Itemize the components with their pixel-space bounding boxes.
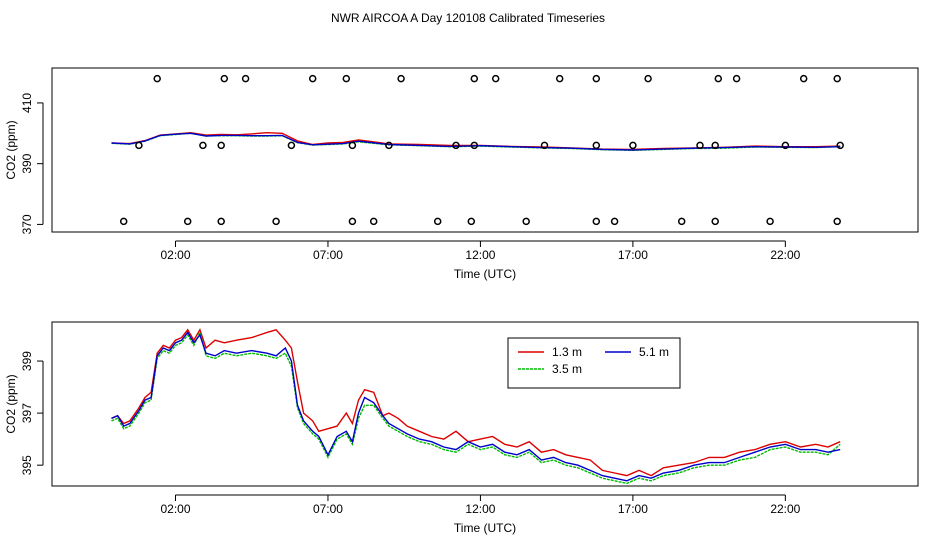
panel2-x-axis-label: Time (UTC) (454, 521, 516, 535)
panel1-series-line-3 (111, 132, 841, 151)
panel2-x-tick-label: 22:00 (770, 502, 800, 516)
panel1-x-tick-label: 22:00 (770, 248, 800, 262)
panel1-data-point (799, 74, 808, 83)
panel1-y-tick-label: 410 (20, 93, 34, 113)
panel2-plot-frame (51, 321, 919, 487)
panel1-data-point (385, 141, 393, 150)
panel1-data-point (433, 217, 442, 226)
panel1-data-point (119, 217, 128, 226)
panel1-data-point (540, 141, 549, 150)
panel1-data-point (833, 217, 841, 226)
panel1-data-point (766, 217, 774, 226)
panel2-series-line-3 (111, 331, 841, 482)
legend-label: 3.5 m (552, 362, 582, 376)
panel1-data-point (711, 217, 719, 226)
panel1-data-point (522, 217, 530, 226)
panel1-data-point (397, 74, 405, 83)
panel2-y-tick-label: 395 (20, 455, 34, 475)
panel2-y-tick-label: 399 (20, 351, 34, 371)
panel1-data-point (272, 217, 280, 226)
panel1-y-tick-label: 390 (20, 153, 34, 173)
panel2-series-line-2 (111, 330, 841, 485)
panel1-data-point (833, 74, 841, 83)
panel1-data-point (135, 141, 143, 150)
panel2-x-tick-label: 02:00 (160, 502, 190, 516)
panel1-data-point (452, 141, 460, 150)
panel1-data-point (153, 74, 161, 83)
panel1-data-point (711, 141, 719, 150)
panel1-data-point (610, 217, 619, 226)
panel1-data-point (592, 141, 601, 150)
panel1-data-point (348, 217, 357, 226)
legend-box (507, 337, 681, 389)
panel1-data-point (555, 74, 564, 83)
panel1-y-tick-label: 370 (20, 214, 34, 234)
panel1-data-point (241, 74, 250, 83)
panel1-data-point (781, 141, 790, 150)
panel1-y-axis-label: CO2 (ppm) (4, 120, 18, 179)
panel2-x-tick-label: 12:00 (465, 502, 495, 516)
panel1-data-point (348, 141, 357, 150)
panel1-data-point (342, 74, 351, 83)
panel1-data-point (199, 141, 207, 150)
panel1-data-point (677, 217, 686, 226)
page-title: NWR AIRCOA A Day 120108 Calibrated Times… (331, 11, 605, 25)
panel1-data-point (592, 217, 601, 226)
panel1-data-point (183, 217, 192, 226)
panel1-data-point (467, 217, 476, 226)
panel1-x-tick-label: 07:00 (313, 248, 343, 262)
panel1-data-point (287, 141, 296, 150)
panel2-y-axis-label: CO2 (ppm) (4, 374, 18, 433)
panel2-y-tick-label: 397 (20, 403, 34, 423)
panel1-data-point (732, 74, 741, 83)
panel2-x-tick-label: 07:00 (313, 502, 343, 516)
panel1-data-point (217, 217, 225, 226)
panel1-data-point (592, 74, 601, 83)
panel2-series-line-1 (111, 328, 841, 477)
panel1-data-point (629, 141, 637, 150)
panel2-x-tick-label: 17:00 (618, 502, 648, 516)
panel1-x-tick-label: 12:00 (465, 248, 495, 262)
panel1-x-tick-label: 17:00 (618, 248, 648, 262)
panel1-x-axis-label: Time (UTC) (454, 267, 516, 281)
panel1-plot-frame (51, 67, 919, 233)
panel1-data-point (491, 74, 500, 83)
panel1-data-point (220, 74, 229, 83)
panel1-data-point (217, 141, 225, 150)
panel1-data-point (644, 74, 652, 83)
panel1-data-point (714, 74, 723, 83)
panel1-data-point (836, 141, 844, 150)
panel1-data-point (470, 141, 479, 150)
panel1-data-point (470, 74, 479, 83)
panel1-data-point (308, 74, 317, 83)
panel1-data-point (696, 141, 704, 150)
legend-label: 5.1 m (639, 345, 669, 359)
panel1-data-point (369, 217, 378, 226)
legend-label: 1.3 m (552, 345, 582, 359)
panel1-x-tick-label: 02:00 (160, 248, 190, 262)
